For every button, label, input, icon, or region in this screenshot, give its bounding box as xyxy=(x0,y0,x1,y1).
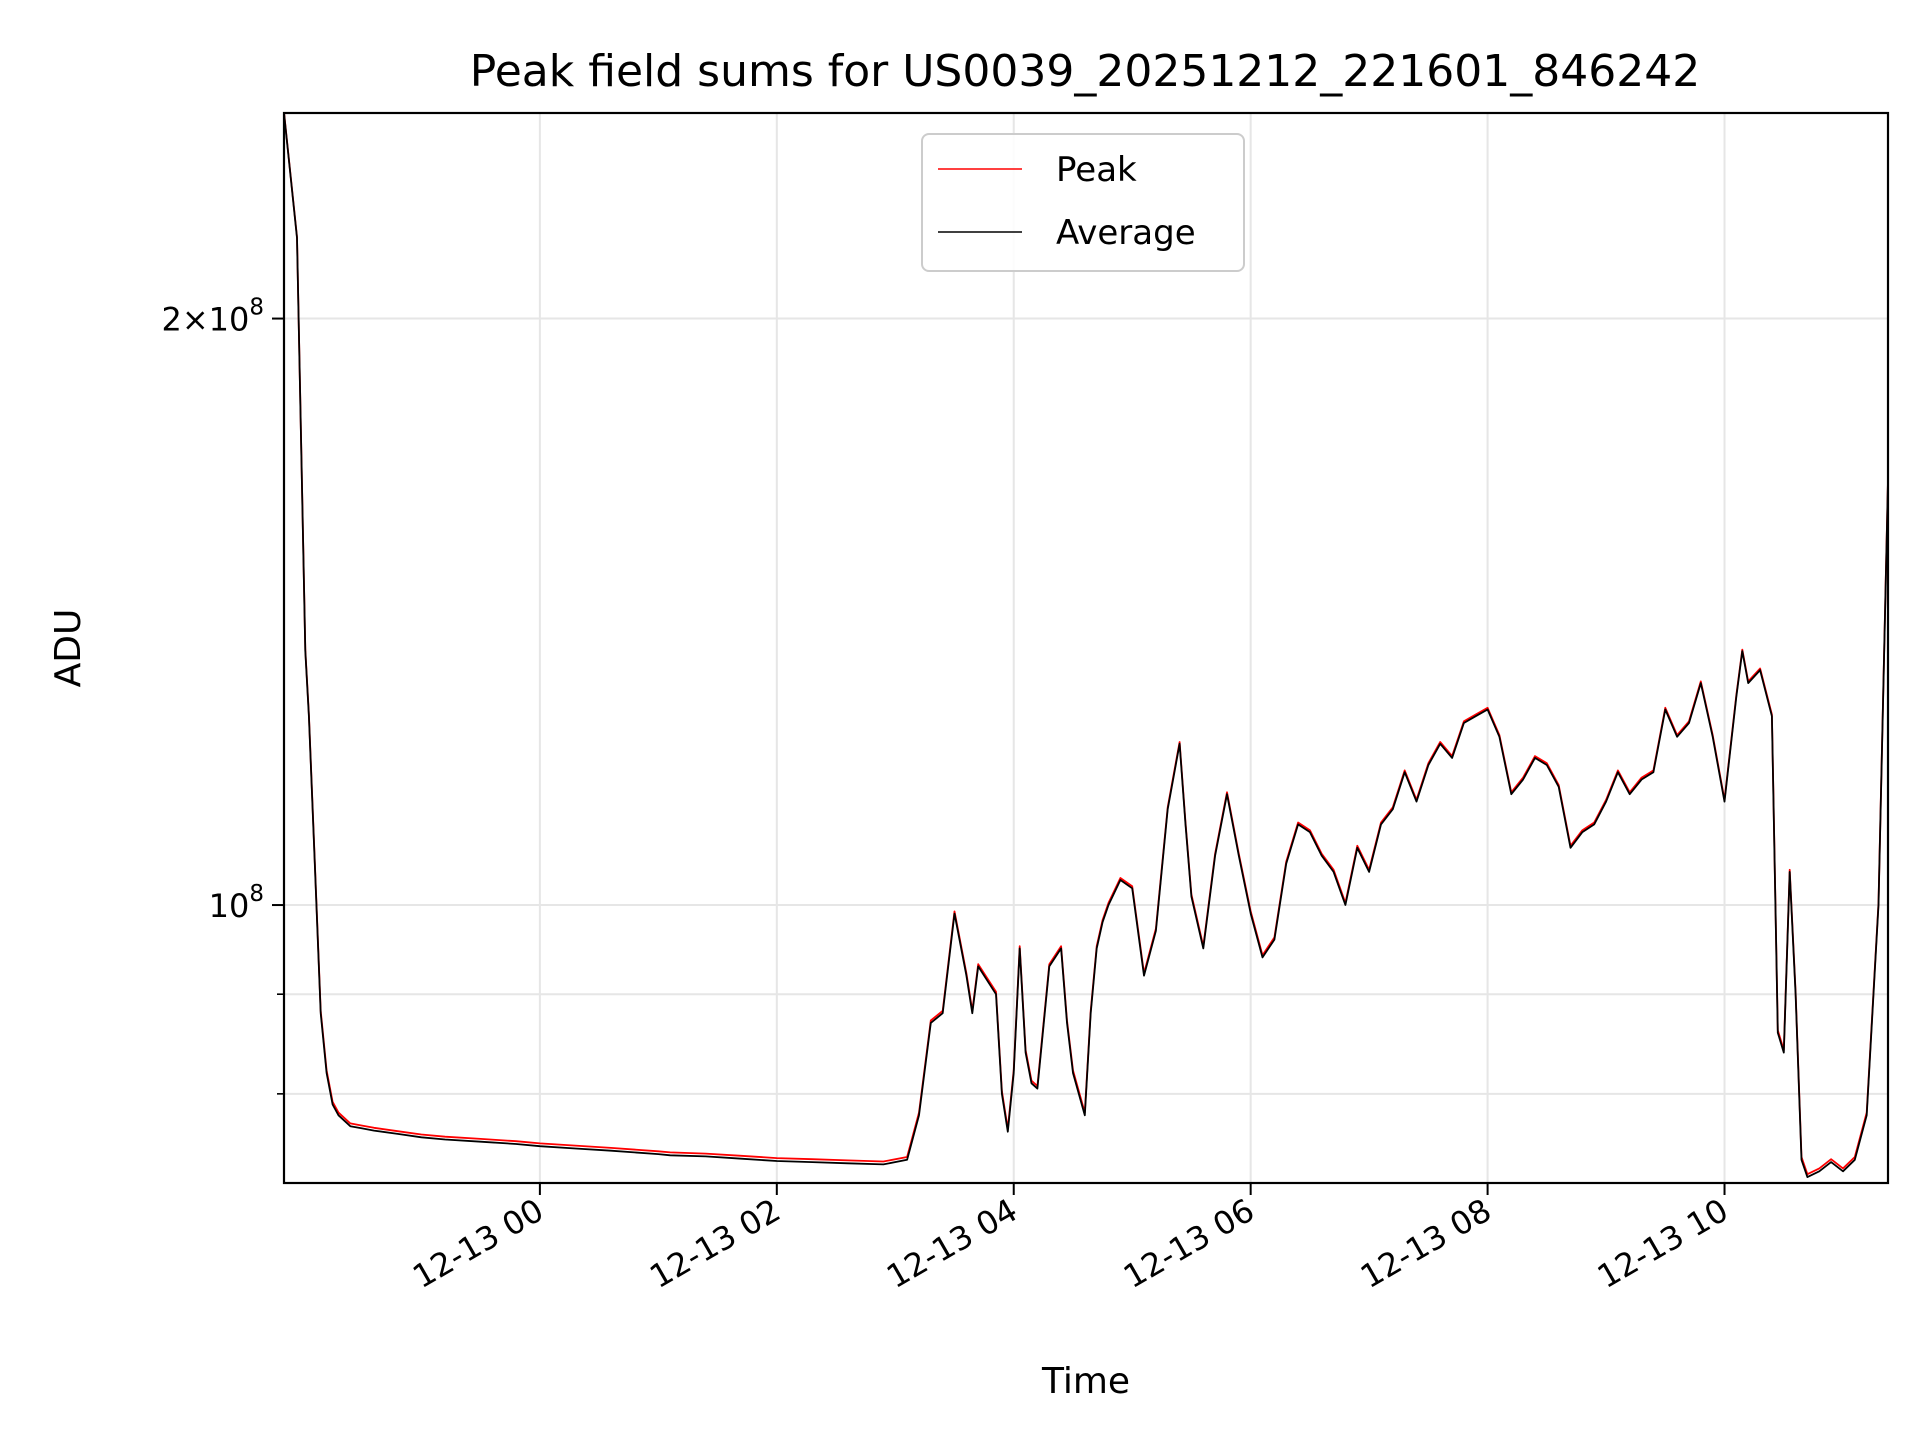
y-axis-ticks: 2×108 108 xyxy=(161,295,284,1095)
legend-label-peak: Peak xyxy=(1056,150,1137,190)
y-tick-label: 108 xyxy=(209,881,264,925)
chart-title: Peak field sums for US0039_20251212_2216… xyxy=(470,46,1700,97)
grid-lines xyxy=(284,113,1888,1183)
x-axis-label: Time xyxy=(1041,1361,1130,1402)
legend-label-average: Average xyxy=(1056,213,1196,253)
plot-frame xyxy=(282,111,1890,1185)
y-tick-label: 2×108 xyxy=(161,295,264,339)
series-line-average xyxy=(284,113,1888,1178)
series-group xyxy=(284,113,1888,1178)
y-axis-label: ADU xyxy=(48,609,89,688)
legend: Peak Average xyxy=(921,133,1245,272)
